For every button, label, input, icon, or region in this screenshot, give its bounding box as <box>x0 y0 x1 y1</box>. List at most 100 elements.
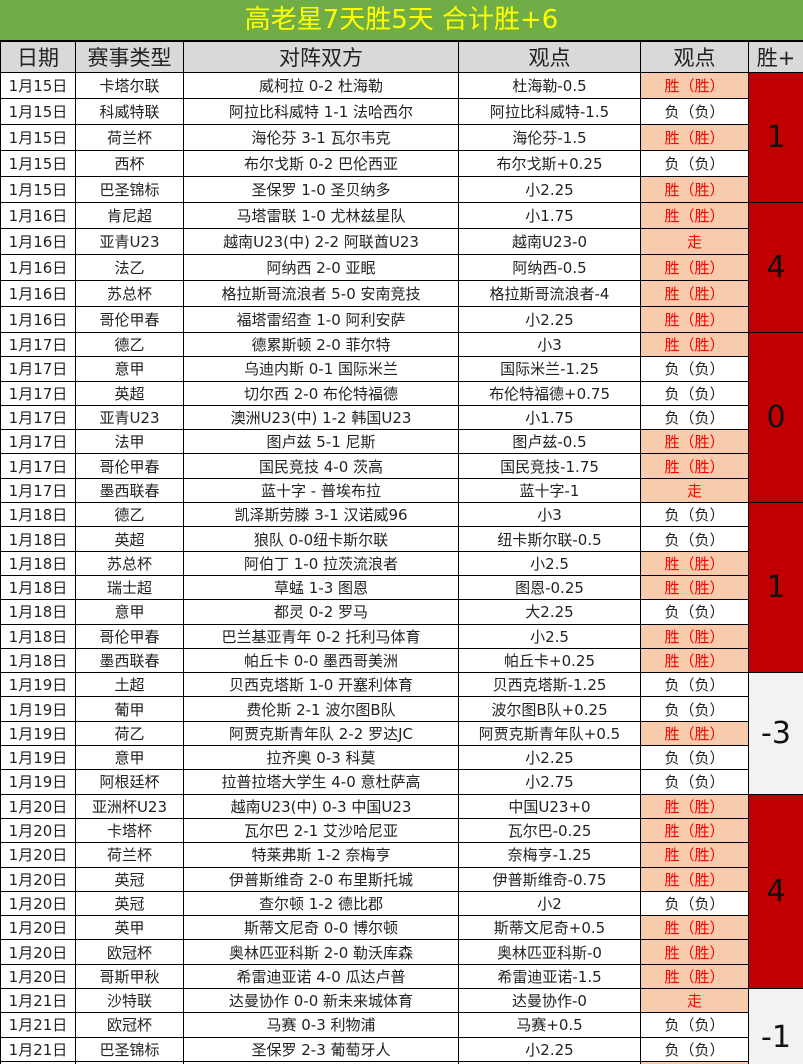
pick-cell[interactable]: 伊普斯维奇-0.75 <box>458 866 641 892</box>
date-cell[interactable]: 1月20日 <box>0 817 76 844</box>
result-cell[interactable]: 胜（胜） <box>640 574 749 601</box>
result-cell[interactable]: 负（负） <box>640 890 749 917</box>
match-cell[interactable]: 阿纳西 2-0 亚眠 <box>183 254 459 281</box>
pick-cell[interactable]: 达曼协作-0 <box>458 988 641 1014</box>
match-cell[interactable]: 马塔雷联 1-0 尤林兹星队 <box>183 202 459 229</box>
result-cell[interactable]: 负（负） <box>640 696 749 722</box>
day-score-cell[interactable]: 1 <box>748 502 803 674</box>
match-cell[interactable]: 圣保罗 2-3 葡萄牙人 <box>183 1036 459 1062</box>
date-cell[interactable]: 1月20日 <box>0 963 76 990</box>
match-cell[interactable]: 切尔西 2-0 布伦特福德 <box>183 380 459 406</box>
match-cell[interactable]: 阿伯丁 1-0 拉茨流浪者 <box>183 550 459 576</box>
pick-cell[interactable]: 图恩-0.25 <box>458 574 641 601</box>
result-cell[interactable]: 负（负） <box>640 502 749 528</box>
pick-cell[interactable]: 中国U23+0 <box>458 793 641 819</box>
date-cell[interactable]: 1月17日 <box>0 429 76 455</box>
result-cell[interactable]: 胜（胜） <box>640 720 749 747</box>
result-cell[interactable]: 胜（胜） <box>640 842 749 868</box>
result-cell[interactable]: 胜（胜） <box>640 1060 749 1064</box>
date-cell[interactable]: 1月20日 <box>0 939 76 965</box>
result-cell[interactable]: 胜（胜） <box>640 866 749 892</box>
date-cell[interactable]: 1月18日 <box>0 647 76 674</box>
pick-cell[interactable]: 斯蒂文尼奇+0.5 <box>458 915 641 941</box>
date-cell[interactable]: 1月18日 <box>0 599 76 625</box>
league-cell[interactable]: 墨西联春 <box>75 477 184 504</box>
league-cell[interactable]: 法乙 <box>75 254 184 281</box>
result-cell[interactable]: 胜（胜） <box>640 915 749 941</box>
result-cell[interactable]: 负（负） <box>640 672 749 698</box>
date-cell[interactable]: 1月19日 <box>0 720 76 747</box>
pick-cell[interactable]: 小2.5 <box>458 623 641 649</box>
league-cell[interactable]: 荷兰杯 <box>75 124 184 151</box>
pick-cell[interactable]: 马赛+0.5 <box>458 1012 641 1038</box>
date-cell[interactable]: 1月20日 <box>0 842 76 868</box>
result-cell[interactable]: 胜（胜） <box>640 280 749 307</box>
pick-cell[interactable]: 格拉斯哥流浪者-4 <box>458 280 641 307</box>
result-cell[interactable]: 胜（胜） <box>640 793 749 819</box>
pick-cell[interactable]: 小3 <box>458 502 641 528</box>
pick-cell[interactable]: 希雷迪亚诺-1.5 <box>458 963 641 990</box>
pick-cell[interactable]: 小2.25 <box>458 306 641 333</box>
league-cell[interactable]: 肯尼超 <box>75 202 184 229</box>
league-cell[interactable]: 英超 <box>75 526 184 552</box>
match-cell[interactable]: 德累斯顿 2-0 菲尔特 <box>183 331 459 358</box>
pick-cell[interactable]: 小1.75 <box>458 404 641 431</box>
league-cell[interactable]: 亚青U23 <box>75 404 184 431</box>
result-cell[interactable]: 走 <box>640 477 749 504</box>
pick-cell[interactable]: 蓝十字-1 <box>458 477 641 504</box>
date-cell[interactable]: 1月20日 <box>0 915 76 941</box>
match-cell[interactable]: 越南U23(中) 2-2 阿联酋U23 <box>183 228 459 255</box>
result-cell[interactable]: 胜（胜） <box>640 817 749 844</box>
match-cell[interactable]: 伊普斯维奇 2-0 布里斯托城 <box>183 866 459 892</box>
match-cell[interactable]: 费伦斯 2-1 波尔图B队 <box>183 696 459 722</box>
league-cell[interactable]: 卡塔杯 <box>75 817 184 844</box>
date-cell[interactable]: 1月15日 <box>0 150 76 177</box>
date-cell[interactable]: 1月18日 <box>0 526 76 552</box>
result-cell[interactable]: 胜（胜） <box>640 453 749 479</box>
match-cell[interactable]: 阿拉比科威特 1-1 法哈西尔 <box>183 98 459 125</box>
pick-cell[interactable]: 奥林匹亚科斯-0 <box>458 939 641 965</box>
date-cell[interactable]: 1月15日 <box>0 98 76 125</box>
result-cell[interactable]: 负（负） <box>640 599 749 625</box>
match-cell[interactable]: 澳洲U23(中) 1-2 韩国U23 <box>183 404 459 431</box>
result-cell[interactable]: 走 <box>640 228 749 255</box>
pick-cell[interactable]: 布伦特福德+0.75 <box>458 380 641 406</box>
result-cell[interactable]: 胜（胜） <box>640 176 749 203</box>
date-cell[interactable]: 1月16日 <box>0 280 76 307</box>
match-cell[interactable]: 狼队 0-0纽卡斯尔联 <box>183 526 459 552</box>
league-cell[interactable]: 荷乙 <box>75 720 184 747</box>
pick-cell[interactable]: 小3 <box>458 331 641 358</box>
match-cell[interactable]: 海伦芬 3-1 瓦尔韦克 <box>183 124 459 151</box>
match-cell[interactable]: 格拉斯哥流浪者 5-0 安南竞技 <box>183 280 459 307</box>
pick-cell[interactable]: 帕丘卡+0.25 <box>458 647 641 674</box>
league-cell[interactable]: 葡甲 <box>75 696 184 722</box>
date-cell[interactable]: 1月19日 <box>0 672 76 698</box>
result-cell[interactable]: 胜（胜） <box>640 429 749 455</box>
result-cell[interactable]: 负（负） <box>640 404 749 431</box>
league-cell[interactable]: 亚青U23 <box>75 228 184 255</box>
result-cell[interactable]: 胜（胜） <box>640 963 749 990</box>
date-cell[interactable]: 1月17日 <box>0 404 76 431</box>
league-cell[interactable]: 英甲 <box>75 915 184 941</box>
match-cell[interactable]: 马赛 0-3 利物浦 <box>183 1012 459 1038</box>
pick-cell[interactable]: 贝西克塔斯-1.25 <box>458 672 641 698</box>
pick-cell[interactable]: 布尔戈斯+0.25 <box>458 150 641 177</box>
date-cell[interactable]: 1月17日 <box>0 356 76 382</box>
pick-cell[interactable]: 纽卡斯尔联-0.5 <box>458 526 641 552</box>
pick-cell[interactable]: 波尔图B队+0.25 <box>458 696 641 722</box>
date-cell[interactable]: 1月16日 <box>0 202 76 229</box>
pick-cell[interactable]: 小2 <box>458 890 641 917</box>
date-cell[interactable]: 1月18日 <box>0 550 76 576</box>
result-cell[interactable]: 负（负） <box>640 769 749 795</box>
pick-cell[interactable]: 阿纳西-0.5 <box>458 254 641 281</box>
result-cell[interactable]: 胜（胜） <box>640 306 749 333</box>
date-cell[interactable]: 1月16日 <box>0 254 76 281</box>
pick-cell[interactable]: 小2.25 <box>458 1036 641 1062</box>
league-cell[interactable]: 亚洲杯U23 <box>75 793 184 819</box>
match-cell[interactable]: 斯蒂文尼奇 0-0 博尔顿 <box>183 915 459 941</box>
date-cell[interactable]: 1月20日 <box>0 793 76 819</box>
date-cell[interactable]: 1月20日 <box>0 890 76 917</box>
date-cell[interactable]: 1月20日 <box>0 866 76 892</box>
date-cell[interactable]: 1月17日 <box>0 380 76 406</box>
date-cell[interactable]: 1月18日 <box>0 502 76 528</box>
